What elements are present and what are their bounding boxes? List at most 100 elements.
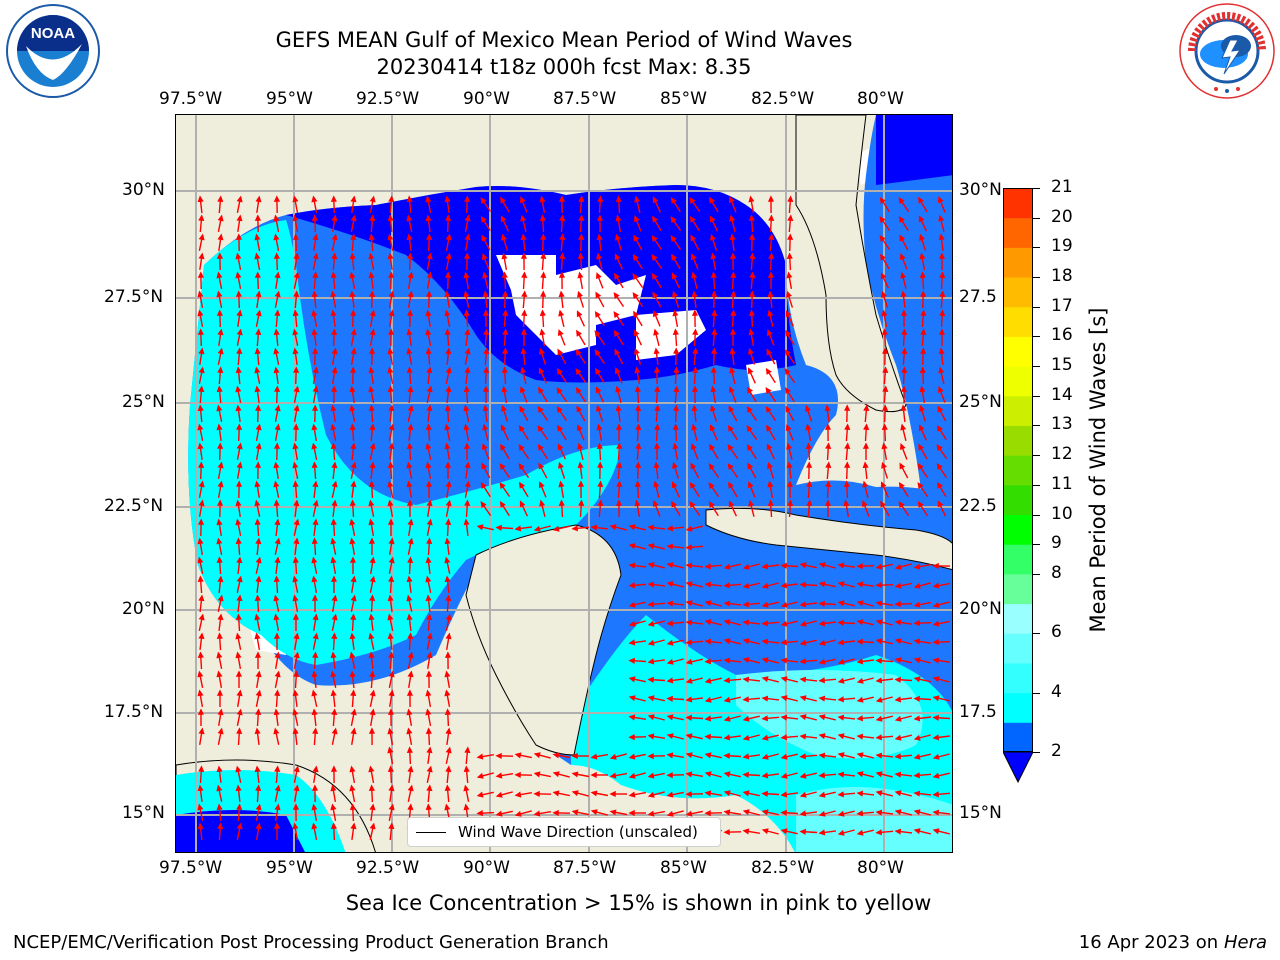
wind-arrow-head	[350, 480, 357, 488]
wind-arrow-head	[786, 271, 793, 279]
wind-arrow-head	[881, 442, 888, 450]
wind-arrow-head	[837, 619, 844, 626]
wind-arrow-head	[197, 328, 204, 335]
wind-arrow-head	[388, 556, 395, 564]
wind-arrow-head	[761, 695, 769, 702]
wind-arrow-head	[502, 328, 509, 335]
wind-arrow-head	[330, 309, 337, 317]
wind-arrow-head	[387, 366, 394, 374]
wind-arrow-head	[785, 310, 792, 318]
wind-arrow-head	[292, 195, 299, 203]
colorbar-cell	[1003, 188, 1033, 219]
wind-arrow-head	[293, 765, 300, 773]
wind-arrow-head	[476, 753, 484, 760]
wind-arrow-head	[767, 309, 774, 317]
wind-arrow-head	[388, 784, 395, 792]
wind-arrow-head	[216, 689, 223, 696]
wind-arrow-head	[766, 348, 773, 356]
lon-top-tick: 97.5°W	[159, 89, 223, 109]
wind-arrow-head	[647, 733, 655, 740]
wind-arrow-head	[742, 809, 750, 816]
wind-arrow-head	[761, 772, 769, 779]
wind-arrow-head	[197, 822, 204, 830]
wind-arrow-head	[742, 790, 750, 797]
wind-arrow-head	[406, 575, 413, 583]
wind-arrow-head	[647, 543, 655, 550]
wind-arrow-head	[495, 752, 502, 760]
wind-arrow-head	[350, 822, 357, 830]
wind-arrow-head	[407, 556, 414, 563]
wind-arrow-head	[426, 233, 433, 240]
lat-right-tick: 27.5	[959, 287, 997, 307]
wind-arrow-head	[273, 442, 281, 449]
wind-arrow-head	[913, 676, 921, 683]
wind-arrow-head	[880, 253, 886, 261]
wind-arrow-head	[633, 215, 640, 223]
wind-arrow-head	[293, 385, 300, 393]
wind-arrow-head	[578, 214, 585, 221]
wind-arrow-head	[311, 461, 318, 468]
wind-arrow-head	[708, 482, 715, 490]
colorbar-tick-label: 4	[1051, 681, 1062, 702]
wind-arrow-head	[552, 809, 559, 817]
wind-arrow-head	[312, 499, 319, 507]
wind-arrow-head	[672, 442, 679, 450]
wind-arrow-head	[387, 252, 394, 260]
wind-arrow-head	[767, 499, 774, 506]
wind-arrow-head	[785, 405, 792, 413]
wind-arrow-head	[464, 328, 471, 336]
colorbar-tick-mark	[1033, 395, 1040, 397]
wind-arrow-head	[331, 252, 338, 259]
wind-arrow-head	[198, 366, 205, 374]
colorbar-cell	[1003, 484, 1033, 516]
wind-arrow-head	[349, 290, 356, 298]
wind-arrow-head	[388, 423, 395, 431]
wind-arrow-head	[818, 829, 826, 836]
wind-arrow-head	[575, 386, 582, 394]
wind-arrow-head	[198, 765, 205, 772]
wind-arrow-head	[761, 582, 769, 589]
wind-arrow-head	[292, 461, 299, 469]
wind-arrow-head	[780, 828, 788, 835]
wind-arrow-head	[666, 581, 674, 588]
wind-arrow-head	[806, 480, 813, 487]
wind-arrow-head	[784, 386, 791, 395]
wind-arrow-head	[481, 443, 488, 451]
wind-arrow-head	[388, 803, 395, 811]
wind-arrow-head	[843, 480, 850, 487]
wind-arrow-head	[901, 366, 908, 373]
wind-arrow-head	[710, 404, 716, 412]
wind-arrow-head	[273, 499, 280, 506]
wind-arrow-head	[635, 404, 642, 411]
wind-arrow-head	[917, 482, 924, 490]
wind-arrow-head	[350, 594, 357, 602]
wind-arrow-head	[634, 195, 641, 203]
wind-arrow-head	[742, 563, 750, 570]
wind-arrow-head	[723, 790, 731, 797]
wind-arrow-head	[692, 328, 699, 335]
wind-arrow-head	[350, 689, 357, 696]
wind-arrow-head	[685, 771, 693, 778]
wind-arrow-head	[685, 544, 692, 551]
lat-right-tick: 30°N	[959, 180, 1002, 200]
wind-arrow-head	[514, 810, 522, 817]
wind-arrow-head	[483, 366, 490, 373]
wind-arrow-head	[539, 328, 546, 336]
wind-arrow-head	[312, 252, 319, 260]
wind-arrow-head	[235, 613, 242, 620]
wind-arrow-head	[539, 347, 545, 355]
wind-arrow-head	[444, 803, 451, 811]
wind-arrow-head	[729, 328, 737, 335]
wind-arrow-head	[197, 556, 204, 564]
colorbar-extend-arrow	[1002, 751, 1034, 784]
wind-arrow-head	[597, 461, 604, 468]
wind-arrow-head	[615, 499, 623, 506]
wind-arrow-head	[312, 233, 319, 241]
lat-left-tick: 15°N	[122, 803, 165, 823]
wind-arrow-head	[254, 385, 261, 393]
wind-arrow-head	[616, 461, 623, 468]
lat-right-tick: 17.5	[959, 702, 997, 722]
wind-arrow-head	[818, 581, 826, 588]
wind-arrow-head	[723, 638, 731, 645]
wind-arrow-head	[558, 195, 566, 202]
